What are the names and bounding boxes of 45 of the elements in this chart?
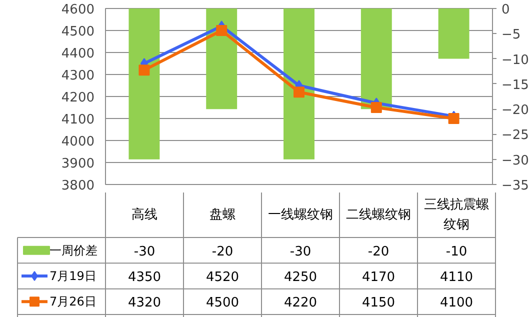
y2-tick-label: −35 bbox=[502, 178, 529, 194]
legend-label: 7月19日 bbox=[50, 269, 96, 283]
y-tick-label: 3800 bbox=[61, 178, 95, 194]
point bbox=[370, 102, 382, 113]
y-tick-label: 3900 bbox=[61, 156, 95, 172]
y2-tick-label: −10 bbox=[502, 52, 529, 68]
data-label: 4100 bbox=[440, 296, 474, 311]
y-tick-label: 4500 bbox=[61, 24, 95, 40]
point bbox=[138, 64, 150, 76]
x-tick-label: 三线抗震螺纹钢 bbox=[424, 198, 489, 232]
data-label: 4500 bbox=[206, 296, 240, 311]
point bbox=[216, 25, 228, 36]
legend-label: 7月26日 bbox=[50, 294, 96, 309]
data-label: 4220 bbox=[284, 296, 318, 311]
y-tick-label: 4100 bbox=[61, 112, 95, 128]
x-tick-label: 二线螺纹钢 bbox=[346, 208, 411, 222]
data-label: -30 bbox=[290, 244, 312, 260]
y-tick-label: 4600 bbox=[61, 2, 95, 18]
x-tick-label: 盘螺 bbox=[210, 208, 236, 222]
x-tick-label: 高线 bbox=[132, 206, 158, 222]
y-tick-label: 4400 bbox=[61, 46, 95, 62]
point bbox=[294, 86, 304, 98]
x-tick-label: 一线螺纹钢 bbox=[268, 208, 333, 222]
data-label: -30 bbox=[134, 244, 156, 260]
y2-tick-label: 0 bbox=[502, 2, 510, 18]
y2-tick-label: −20 bbox=[502, 103, 529, 118]
data-label: 4110 bbox=[440, 270, 474, 285]
data-label: 4520 bbox=[206, 270, 240, 285]
legend-label: 一周价差 bbox=[50, 243, 98, 258]
data-label: -20 bbox=[212, 244, 234, 260]
y2-tick-label: −15 bbox=[502, 78, 529, 93]
y-tick-label: 4300 bbox=[61, 68, 95, 84]
data-label: -20 bbox=[368, 244, 390, 260]
data-label: 4250 bbox=[284, 270, 318, 285]
y2-tick-label: −25 bbox=[502, 128, 529, 144]
data-label: 4170 bbox=[362, 270, 396, 285]
point bbox=[448, 113, 460, 124]
data-label: -10 bbox=[446, 244, 468, 260]
data-label: 4350 bbox=[128, 270, 162, 285]
y-tick-label: 4000 bbox=[61, 134, 95, 150]
y-tick-label: 4200 bbox=[61, 90, 95, 106]
y2-tick-label: −5 bbox=[502, 28, 521, 43]
y2-tick-label: −30 bbox=[502, 153, 529, 168]
data-label: 4320 bbox=[128, 296, 162, 311]
data-label: 4150 bbox=[362, 296, 396, 311]
